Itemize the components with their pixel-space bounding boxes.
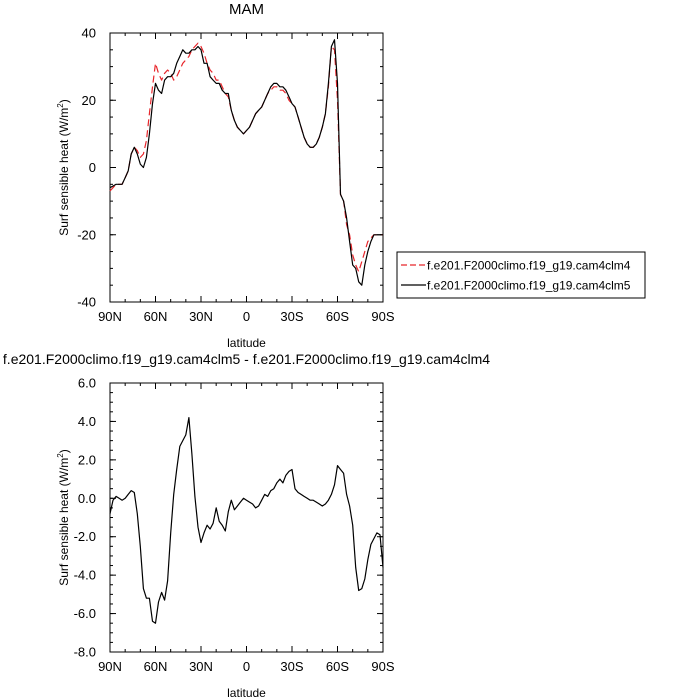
x-tick-label: 90S: [371, 309, 394, 324]
y-tick-label: -40: [77, 295, 96, 310]
y-axis-label: Surf sensible heat (W/m2): [56, 99, 71, 236]
x-axis-label: latitude: [227, 336, 266, 350]
x-tick-label: 90N: [98, 659, 122, 674]
chart-panel-top: MAM 90N 60N 30N 0 30S 60S 90S -40 -20 0 20 40 latitud…: [56, 1, 646, 350]
y-axis-label-close: ): [57, 99, 71, 103]
y-tick-label: 0: [89, 160, 96, 175]
y-axis-label-main: Surf sensible heat (W/m: [57, 458, 71, 586]
y-axis-label-superscript: 2: [56, 103, 65, 108]
y-axis-label-main: Surf sensible heat (W/m: [57, 108, 71, 236]
legend-entry-0: f.e201.F2000climo.f19_g19.cam4clm4: [427, 259, 631, 273]
y-tick-label: -20: [77, 227, 96, 242]
y-tick-label: 20: [82, 93, 96, 108]
x-tick-label: 60S: [326, 309, 349, 324]
y-axis-label: Surf sensible heat (W/m2): [56, 449, 71, 586]
plot-frame: [109, 32, 384, 303]
y-axis-label-close: ): [57, 449, 71, 453]
x-tick-label: 60S: [326, 659, 349, 674]
y-tick-label: -6.0: [74, 606, 96, 621]
x-tick-label: 30N: [189, 659, 213, 674]
y-tick-label: 6.0: [78, 376, 96, 391]
x-tick-label: 90S: [371, 659, 394, 674]
x-axis-label: latitude: [227, 686, 266, 700]
y-tick-label: 0.0: [78, 491, 96, 506]
chart-panel-bottom: f.e201.F2000climo.f19_g19.cam4clm5 - f.e…: [3, 351, 490, 700]
y-tick-label: -8.0: [74, 645, 96, 660]
legend-box: [396, 251, 646, 299]
y-tick-label: -2.0: [74, 529, 96, 544]
legend-entry-1: f.e201.F2000climo.f19_g19.cam4clm5: [427, 279, 631, 293]
y-tick-label: 2.0: [78, 452, 96, 467]
x-tick-label: 30S: [280, 309, 303, 324]
y-tick-label: 40: [82, 26, 96, 41]
x-tick-label: 60N: [144, 309, 168, 324]
series-line-1: [109, 39, 383, 286]
y-axis-label-superscript: 2: [56, 453, 65, 458]
chart-title: f.e201.F2000climo.f19_g19.cam4clm5 - f.e…: [3, 351, 490, 367]
x-tick-label: 0: [243, 309, 250, 324]
x-tick-label: 90N: [98, 309, 122, 324]
x-tick-label: 30N: [189, 309, 213, 324]
chart-legend: f.e201.F2000climo.f19_g19.cam4clm4 f.e201…: [396, 251, 646, 299]
series-line-0: [109, 417, 384, 624]
x-tick-label: 60N: [144, 659, 168, 674]
chart-title: MAM: [229, 1, 264, 18]
x-tick-label: 30S: [280, 659, 303, 674]
series-line-0: [109, 42, 383, 273]
y-tick-label: -4.0: [74, 568, 96, 583]
y-tick-label: 4.0: [78, 414, 96, 429]
x-tick-label: 0: [243, 659, 250, 674]
